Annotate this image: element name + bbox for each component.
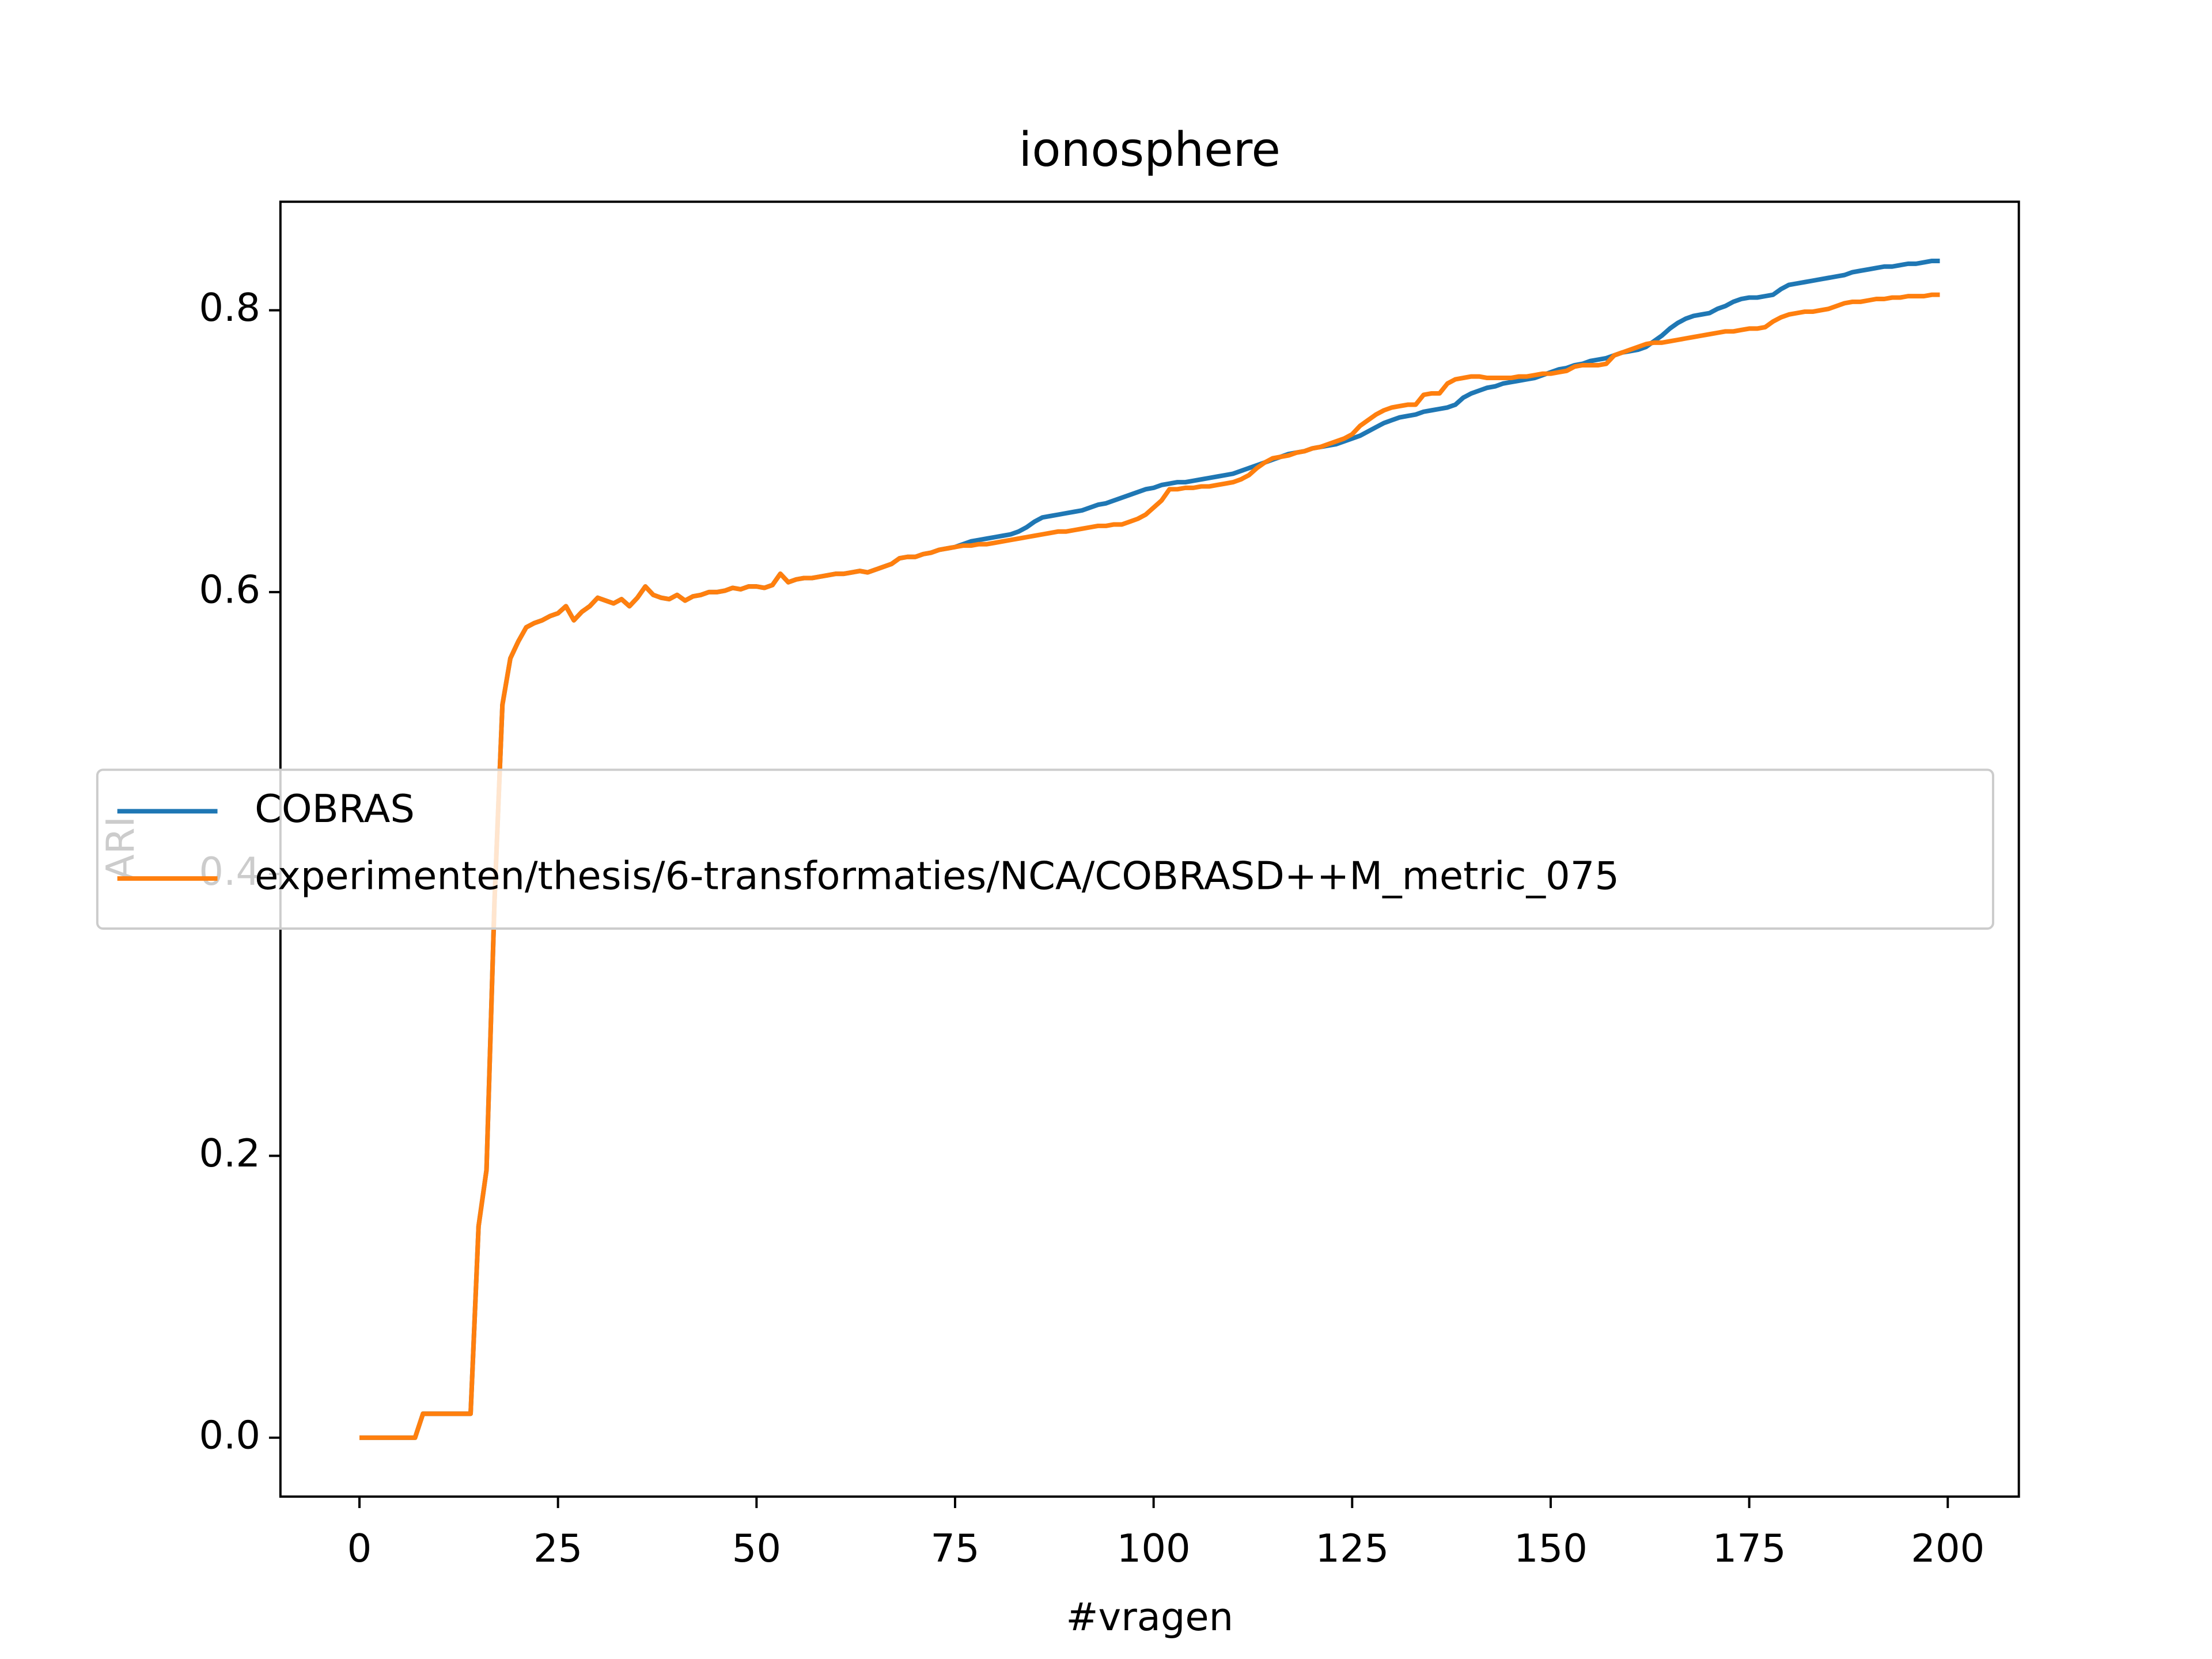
series-line <box>359 292 1940 1440</box>
x-tick-label: 200 <box>1911 1526 1984 1571</box>
x-tick-label: 175 <box>1713 1526 1786 1571</box>
chart-title: ionosphere <box>1019 123 1281 177</box>
x-tick-label: 75 <box>930 1526 979 1571</box>
y-tick-label: 0.8 <box>199 285 260 330</box>
y-tick-label: 0.0 <box>199 1412 260 1457</box>
x-tick-label: 100 <box>1117 1526 1191 1571</box>
x-tick-label: 50 <box>732 1526 781 1571</box>
x-tick-label: 25 <box>533 1526 582 1571</box>
x-tick-label: 150 <box>1514 1526 1588 1571</box>
legend-label: experimenten/thesis/6-transformaties/NCA… <box>255 854 1619 899</box>
legend-box <box>96 768 1994 930</box>
legend-label: COBRAS <box>255 786 415 831</box>
x-axis-label: #vragen <box>1066 1594 1233 1639</box>
y-tick-label: 0.6 <box>199 567 260 612</box>
y-tick-label: 0.2 <box>199 1131 260 1176</box>
x-tick-label: 125 <box>1315 1526 1389 1571</box>
x-tick-label: 0 <box>347 1526 372 1571</box>
